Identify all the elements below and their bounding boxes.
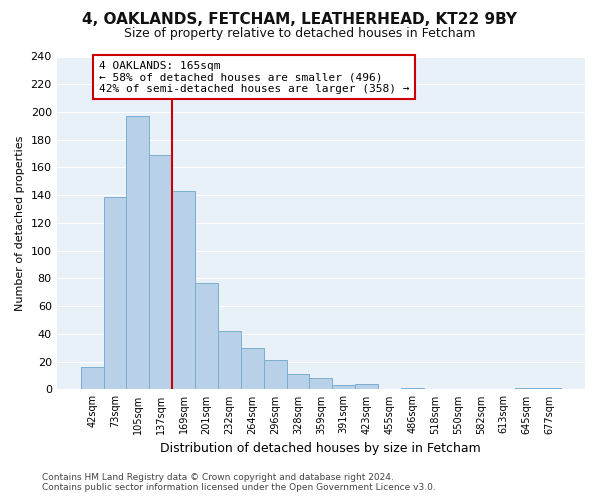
Y-axis label: Number of detached properties: Number of detached properties xyxy=(15,136,25,310)
Bar xyxy=(149,155,172,390)
Bar xyxy=(263,360,287,390)
Bar xyxy=(287,374,310,390)
Bar xyxy=(195,282,218,390)
Bar xyxy=(538,388,561,390)
Bar xyxy=(332,386,355,390)
Bar xyxy=(80,367,104,390)
Bar xyxy=(515,388,538,390)
Bar xyxy=(355,384,378,390)
Text: 4, OAKLANDS, FETCHAM, LEATHERHEAD, KT22 9BY: 4, OAKLANDS, FETCHAM, LEATHERHEAD, KT22 … xyxy=(83,12,517,28)
Bar xyxy=(310,378,332,390)
X-axis label: Distribution of detached houses by size in Fetcham: Distribution of detached houses by size … xyxy=(160,442,481,455)
Bar xyxy=(241,348,263,390)
Bar xyxy=(104,196,127,390)
Text: 4 OAKLANDS: 165sqm
← 58% of detached houses are smaller (496)
42% of semi-detach: 4 OAKLANDS: 165sqm ← 58% of detached hou… xyxy=(99,60,409,94)
Bar xyxy=(127,116,149,390)
Text: Contains HM Land Registry data © Crown copyright and database right 2024.
Contai: Contains HM Land Registry data © Crown c… xyxy=(42,473,436,492)
Bar xyxy=(172,191,195,390)
Text: Size of property relative to detached houses in Fetcham: Size of property relative to detached ho… xyxy=(124,28,476,40)
Bar xyxy=(218,331,241,390)
Bar xyxy=(401,388,424,390)
